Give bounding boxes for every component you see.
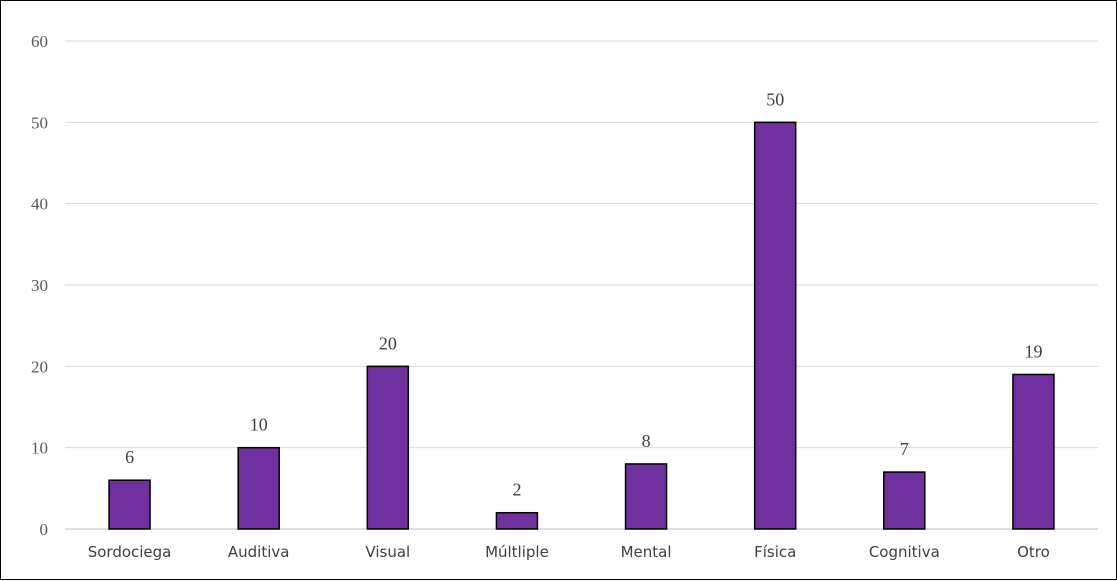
- data-label: 19: [1024, 341, 1042, 361]
- x-axis-ticks: Sordociega Auditiva Visual Múltliple Mental F…: [88, 543, 1050, 561]
- data-label: 6: [125, 447, 134, 467]
- bars: [108, 121, 1055, 530]
- x-tick-label: Sordociega: [88, 543, 172, 561]
- data-label: 50: [766, 89, 784, 109]
- x-tick-label: Auditiva: [228, 543, 290, 561]
- y-tick-label: 0: [40, 520, 49, 539]
- y-tick-label: 40: [31, 195, 48, 214]
- bar: [108, 479, 151, 530]
- x-tick-label: Visual: [365, 543, 410, 561]
- bar: [624, 463, 668, 530]
- gridlines: [65, 40, 1098, 530]
- bar: [237, 446, 280, 530]
- data-label: 7: [900, 439, 909, 459]
- data-label: 2: [512, 480, 521, 500]
- x-tick-label: Otro: [1017, 543, 1050, 561]
- y-tick-label: 60: [31, 32, 48, 51]
- data-label: 20: [379, 333, 397, 353]
- data-label: 10: [250, 415, 268, 435]
- bar: [753, 121, 797, 530]
- bar: [1012, 373, 1055, 530]
- bar: [366, 365, 410, 530]
- bar: [495, 511, 539, 530]
- y-axis-ticks: 0 10 20 30 40 50 60: [31, 32, 48, 539]
- x-tick-label: Múltliple: [485, 543, 549, 561]
- data-label: 8: [642, 431, 651, 451]
- y-tick-label: 10: [31, 439, 48, 458]
- y-tick-label: 50: [31, 113, 48, 132]
- data-labels: 6 10 20 2 8 50 7 19: [125, 89, 1042, 499]
- x-tick-label: Cognitiva: [869, 543, 940, 561]
- bar: [883, 471, 926, 530]
- y-tick-label: 30: [31, 276, 48, 295]
- x-tick-label: Física: [754, 543, 796, 561]
- x-tick-label: Mental: [621, 543, 672, 561]
- y-tick-label: 20: [31, 357, 48, 376]
